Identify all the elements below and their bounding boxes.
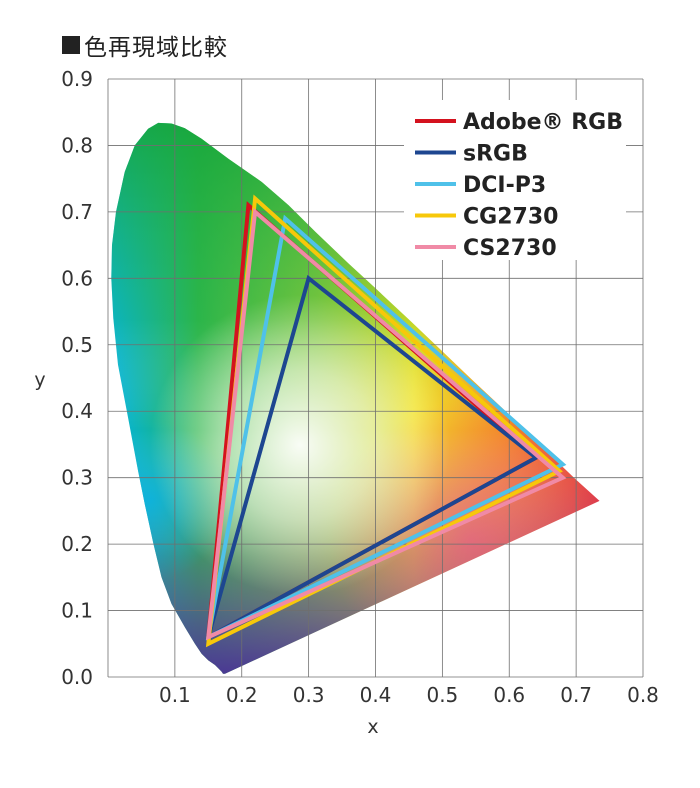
chart-title-text: 色再現域比較	[84, 35, 228, 61]
legend-label: CS2730	[463, 236, 557, 261]
gamut-triangles	[205, 194, 567, 648]
title-square-icon	[62, 36, 80, 54]
y-tick-label: 0.1	[61, 599, 93, 623]
legend-label: sRGB	[463, 142, 528, 167]
y-tick-label: 0.7	[61, 200, 93, 224]
legend-background	[404, 100, 626, 260]
x-tick-label: 0.8	[627, 683, 659, 707]
x-tick-label: 0.3	[293, 683, 325, 707]
legend-label: DCI-P3	[463, 173, 546, 198]
legend: Adobe® RGB sRGB DCI-P3 CG2730 CS2730	[404, 100, 626, 261]
grid	[107, 78, 644, 678]
y-tick-label: 0.4	[61, 399, 93, 423]
y-tick-label: 0.6	[61, 266, 93, 290]
y-tick-label: 0.8	[61, 133, 93, 157]
x-tick-label: 0.7	[560, 683, 592, 707]
x-tick-label: 0.5	[426, 683, 458, 707]
gamut-triangle-2	[205, 274, 540, 642]
y-tick-label: 0.5	[61, 333, 93, 357]
chart-title: 色再現域比較	[62, 28, 228, 62]
axes: 0.1 0.2 0.3 0.4 0.5 0.6 0.7 0.8 0.0 0.1 0.2 0.3 0.4 0…	[61, 67, 659, 707]
y-tick-label: 0.9	[61, 67, 93, 91]
x-axis-label: x	[367, 716, 378, 738]
legend-label: CG2730	[463, 205, 558, 230]
y-axis-label: y	[34, 369, 45, 391]
y-tick-label: 0.2	[61, 532, 93, 556]
x-tick-label: 0.4	[360, 683, 392, 707]
y-tick-label: 0.0	[61, 665, 93, 689]
gamut-triangle-5	[205, 207, 567, 641]
x-tick-label: 0.1	[159, 683, 191, 707]
axis-labels: x y	[34, 369, 378, 738]
y-tick-label: 0.3	[61, 466, 93, 490]
legend-label: Adobe® RGB	[463, 110, 623, 135]
x-tick-label: 0.2	[226, 683, 258, 707]
gamut-triangle-3	[205, 214, 567, 641]
x-tick-label: 0.6	[493, 683, 525, 707]
